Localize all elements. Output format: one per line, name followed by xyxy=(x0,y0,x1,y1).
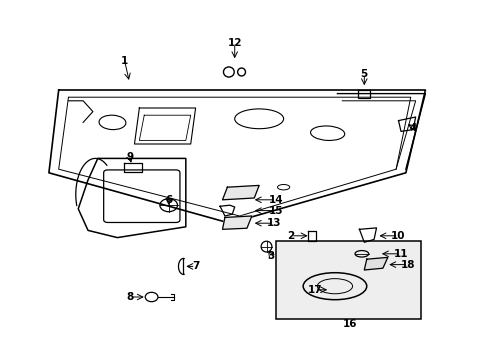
Text: 15: 15 xyxy=(268,206,283,216)
Text: 6: 6 xyxy=(165,195,172,205)
Text: 3: 3 xyxy=(267,251,274,261)
Text: 13: 13 xyxy=(266,218,281,228)
Text: 4: 4 xyxy=(408,123,416,133)
Polygon shape xyxy=(364,257,387,270)
Polygon shape xyxy=(222,185,259,200)
Text: 11: 11 xyxy=(393,249,407,259)
Text: 12: 12 xyxy=(227,38,242,48)
Bar xyxy=(276,241,420,319)
Text: 9: 9 xyxy=(126,152,133,162)
Text: 7: 7 xyxy=(191,261,199,271)
Text: 8: 8 xyxy=(126,292,133,302)
Polygon shape xyxy=(222,216,251,229)
Text: 2: 2 xyxy=(287,231,294,241)
Text: 17: 17 xyxy=(307,285,322,295)
Text: 18: 18 xyxy=(400,260,415,270)
Text: 5: 5 xyxy=(360,69,367,79)
Text: 16: 16 xyxy=(342,319,356,329)
Text: 14: 14 xyxy=(268,195,283,205)
Text: 1: 1 xyxy=(121,56,128,66)
Text: 10: 10 xyxy=(390,231,405,241)
